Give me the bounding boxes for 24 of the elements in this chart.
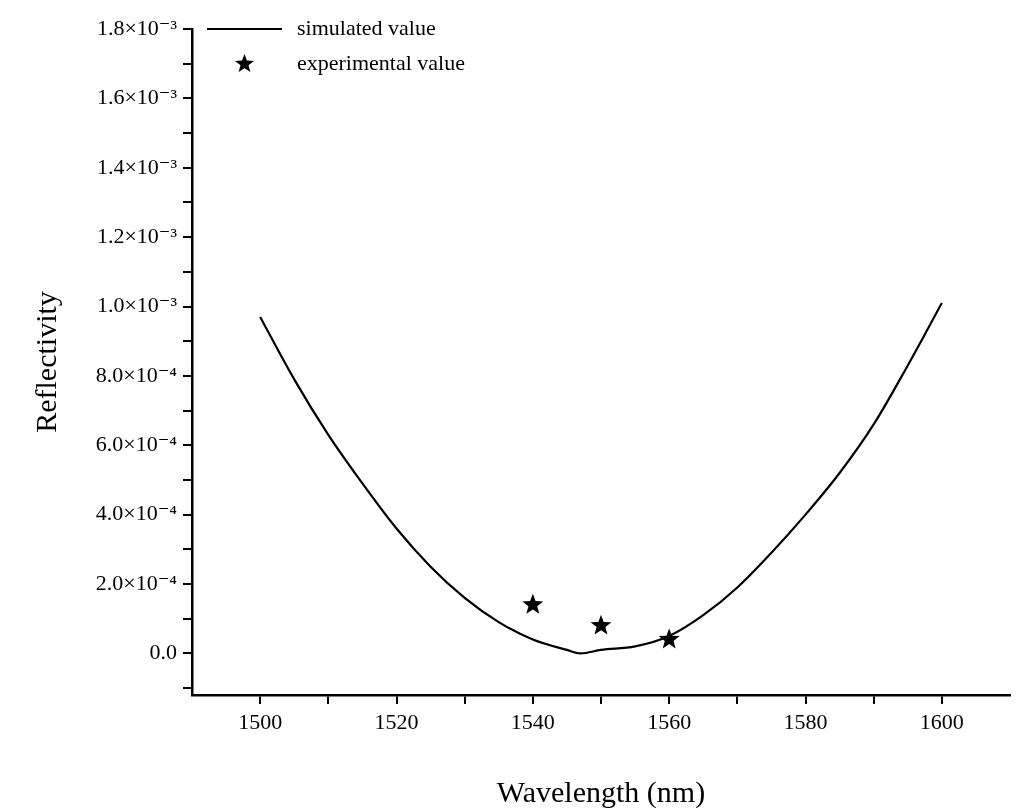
y-tick-label: 4.0×10⁻⁴: [95, 500, 178, 526]
y-tick-label: 6.0×10⁻⁴: [95, 431, 178, 457]
line-series: [259, 301, 943, 655]
x-tick-label: 1540: [510, 708, 555, 734]
y-tick-label: 1.6×10⁻³: [96, 84, 178, 110]
y-tick-label: 8.0×10⁻⁴: [95, 361, 178, 387]
point: [522, 593, 544, 614]
y-tick-label: 1.2×10⁻³: [96, 222, 178, 248]
y-tick-label: 2.0×10⁻⁴: [95, 569, 178, 595]
x-tick-label: 1520: [374, 708, 419, 734]
y-tick-label: 1.8×10⁻³: [96, 14, 178, 40]
legend-label: experimental value: [297, 49, 465, 75]
y-tick-label: 0.0: [149, 639, 177, 665]
x-tick-label: 1600: [919, 708, 964, 734]
y-tick-label: 1.0×10⁻³: [96, 292, 178, 318]
x-tick-label: 1580: [783, 708, 828, 734]
y-tick-label: 1.4×10⁻³: [96, 153, 178, 179]
legend-label: simulated value: [297, 14, 436, 40]
point: [658, 628, 680, 649]
point: [590, 614, 612, 635]
x-tick-label: 1500: [238, 708, 283, 734]
x-tick-label: 1560: [647, 708, 692, 734]
x-axis-title: Wavelength (nm): [496, 774, 706, 809]
y-axis-title: Reflectivity: [28, 291, 62, 433]
